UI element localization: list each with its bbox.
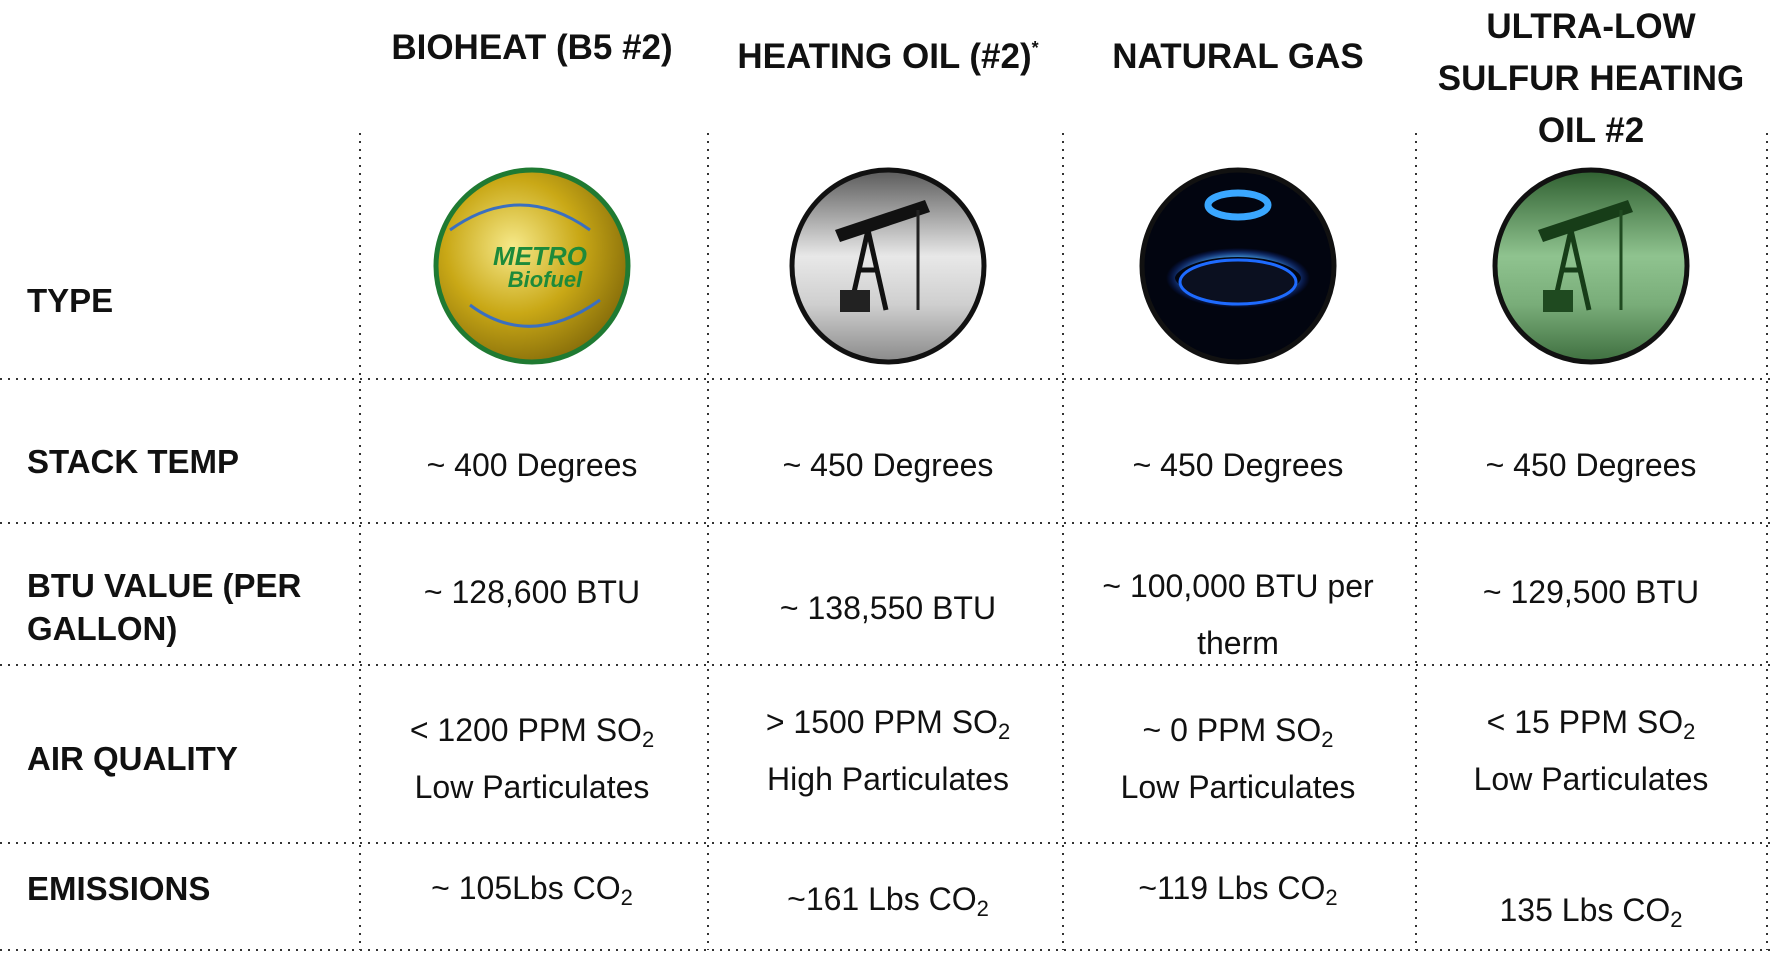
cell-text: ~ 450 Degrees [783, 447, 994, 483]
table-cell: 135 Lbs CO2 [1416, 882, 1766, 939]
subscript: 2 [642, 727, 654, 752]
natural-gas-icon [1142, 170, 1334, 362]
cell-line: Low Particulates [1063, 759, 1413, 816]
heating-oil-icon [792, 170, 984, 362]
row-label-line: STACK TEMP [27, 440, 239, 483]
table-cell: ~ 129,500 BTU [1416, 564, 1766, 621]
table-cell: ~ 450 Degrees [1063, 437, 1413, 494]
cell-line: therm [1063, 615, 1413, 672]
ulsho-icon [1495, 170, 1687, 362]
logo-product: Biofuel [508, 267, 583, 292]
cell-text: ~ 450 Degrees [1486, 447, 1697, 483]
subscript: 2 [1321, 727, 1333, 752]
cell-line: < 15 PPM SO2 [1416, 694, 1766, 751]
row-label-line: AIR QUALITY [27, 737, 238, 780]
cell-line: ~ 0 PPM SO2 [1063, 702, 1413, 759]
subscript: 2 [998, 719, 1010, 744]
cell-text: < 15 PPM SO [1487, 704, 1684, 740]
table-cell: ~ 105Lbs CO2 [357, 860, 707, 917]
table-cell: ~161 Lbs CO2 [713, 871, 1063, 928]
row-label-line: TYPE [27, 279, 113, 322]
subscript: 2 [977, 896, 989, 921]
cell-text: ~ 400 Degrees [427, 447, 638, 483]
cell-line: < 1200 PPM SO2 [357, 702, 707, 759]
cell-text: ~ 100,000 BTU per [1102, 568, 1373, 604]
row-label: STACK TEMP [27, 440, 239, 483]
cell-line: ~161 Lbs CO2 [713, 871, 1063, 928]
cell-line: ~ 400 Degrees [357, 437, 707, 494]
cell-line: ~ 105Lbs CO2 [357, 860, 707, 917]
header-line: ULTRA-LOW [1411, 1, 1771, 53]
table-cell: ~ 128,600 BTU [357, 564, 707, 621]
cell-text: ~119 Lbs CO [1138, 870, 1325, 906]
subscript: 2 [1683, 719, 1695, 744]
cell-text: < 1200 PPM SO [410, 712, 642, 748]
cell-text: ~ 129,500 BTU [1483, 574, 1699, 610]
column-header: BIOHEAT (B5 #2) [352, 22, 712, 74]
header-line: SULFUR HEATING [1411, 53, 1771, 105]
cell-text: ~ 128,600 BTU [424, 574, 640, 610]
row-label: EMISSIONS [27, 867, 210, 910]
cell-text: > 1500 PPM SO [766, 704, 998, 740]
header-line: OIL #2 [1411, 105, 1771, 157]
table-cell: ~ 450 Degrees [1416, 437, 1766, 494]
row-label-line: BTU VALUE (PER [27, 564, 301, 607]
table-cell: ~ 100,000 BTU per therm [1063, 558, 1413, 672]
subscript: 2 [1670, 907, 1682, 932]
cell-line: ~ 138,550 BTU [713, 580, 1063, 637]
row-label-line: GALLON) [27, 607, 301, 650]
cell-text: ~161 Lbs CO [787, 881, 976, 917]
subscript: 2 [1325, 885, 1337, 910]
cell-text: ~ 138,550 BTU [780, 590, 996, 626]
row-label-line: EMISSIONS [27, 867, 210, 910]
cell-line: ~ 128,600 BTU [357, 564, 707, 621]
table-cell: ~119 Lbs CO2 [1063, 860, 1413, 917]
bioheat-icon: METRO Biofuel [436, 170, 628, 362]
cell-text: ~ 105Lbs CO [431, 870, 620, 906]
row-label: TYPE [27, 279, 113, 322]
table-cell: ~ 138,550 BTU [713, 580, 1063, 637]
cell-line: 135 Lbs CO2 [1416, 882, 1766, 939]
row-label: AIR QUALITY [27, 737, 238, 780]
cell-line: ~ 450 Degrees [1416, 437, 1766, 494]
cell-line: ~ 129,500 BTU [1416, 564, 1766, 621]
comparison-table: METRO Biofuel BIOHEAT (B5 #2) HEATING OI… [0, 0, 1773, 954]
cell-line: Low Particulates [357, 759, 707, 816]
cell-line: ~ 450 Degrees [1063, 437, 1413, 494]
cell-line: > 1500 PPM SO2 [713, 694, 1063, 751]
cell-line: ~ 100,000 BTU per [1063, 558, 1413, 615]
column-header: ULTRA-LOW SULFUR HEATING OIL #2 [1411, 1, 1771, 157]
cell-line: ~119 Lbs CO2 [1063, 860, 1413, 917]
cell-line: High Particulates [713, 751, 1063, 808]
column-header: HEATING OIL (#2)* [708, 31, 1068, 83]
cell-text: 135 Lbs CO [1499, 892, 1670, 928]
cell-text: ~ 450 Degrees [1133, 447, 1344, 483]
column-header: NATURAL GAS [1058, 31, 1418, 83]
table-cell: ~ 400 Degrees [357, 437, 707, 494]
cell-line: ~ 450 Degrees [713, 437, 1063, 494]
cell-text: ~ 0 PPM SO [1143, 712, 1322, 748]
table-cell: ~ 450 Degrees [713, 437, 1063, 494]
subscript: 2 [621, 885, 633, 910]
cell-line: Low Particulates [1416, 751, 1766, 808]
